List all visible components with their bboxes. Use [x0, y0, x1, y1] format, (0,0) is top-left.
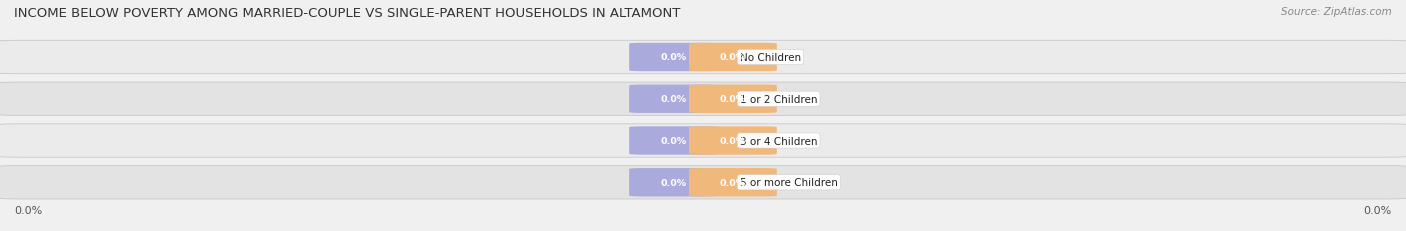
Text: 0.0%: 0.0% [1364, 205, 1392, 215]
Text: 0.0%: 0.0% [720, 137, 747, 145]
FancyBboxPatch shape [0, 41, 1406, 74]
Text: 3 or 4 Children: 3 or 4 Children [740, 136, 817, 146]
Text: 0.0%: 0.0% [720, 53, 747, 62]
FancyBboxPatch shape [689, 127, 778, 155]
Text: 0.0%: 0.0% [14, 205, 42, 215]
Text: 1 or 2 Children: 1 or 2 Children [740, 94, 817, 104]
Text: INCOME BELOW POVERTY AMONG MARRIED-COUPLE VS SINGLE-PARENT HOUSEHOLDS IN ALTAMON: INCOME BELOW POVERTY AMONG MARRIED-COUPL… [14, 7, 681, 20]
Text: 0.0%: 0.0% [659, 137, 686, 145]
FancyBboxPatch shape [630, 168, 717, 197]
FancyBboxPatch shape [630, 85, 717, 113]
FancyBboxPatch shape [630, 127, 717, 155]
Text: 0.0%: 0.0% [659, 53, 686, 62]
FancyBboxPatch shape [0, 166, 1406, 199]
FancyBboxPatch shape [689, 85, 778, 113]
Text: 0.0%: 0.0% [720, 178, 747, 187]
Text: 0.0%: 0.0% [720, 95, 747, 104]
FancyBboxPatch shape [0, 83, 1406, 116]
Text: No Children: No Children [740, 53, 801, 63]
FancyBboxPatch shape [0, 124, 1406, 158]
FancyBboxPatch shape [630, 44, 717, 72]
FancyBboxPatch shape [689, 168, 778, 197]
Text: 5 or more Children: 5 or more Children [740, 177, 838, 188]
Text: 0.0%: 0.0% [659, 178, 686, 187]
Text: 0.0%: 0.0% [659, 95, 686, 104]
FancyBboxPatch shape [689, 44, 778, 72]
Text: Source: ZipAtlas.com: Source: ZipAtlas.com [1281, 7, 1392, 17]
